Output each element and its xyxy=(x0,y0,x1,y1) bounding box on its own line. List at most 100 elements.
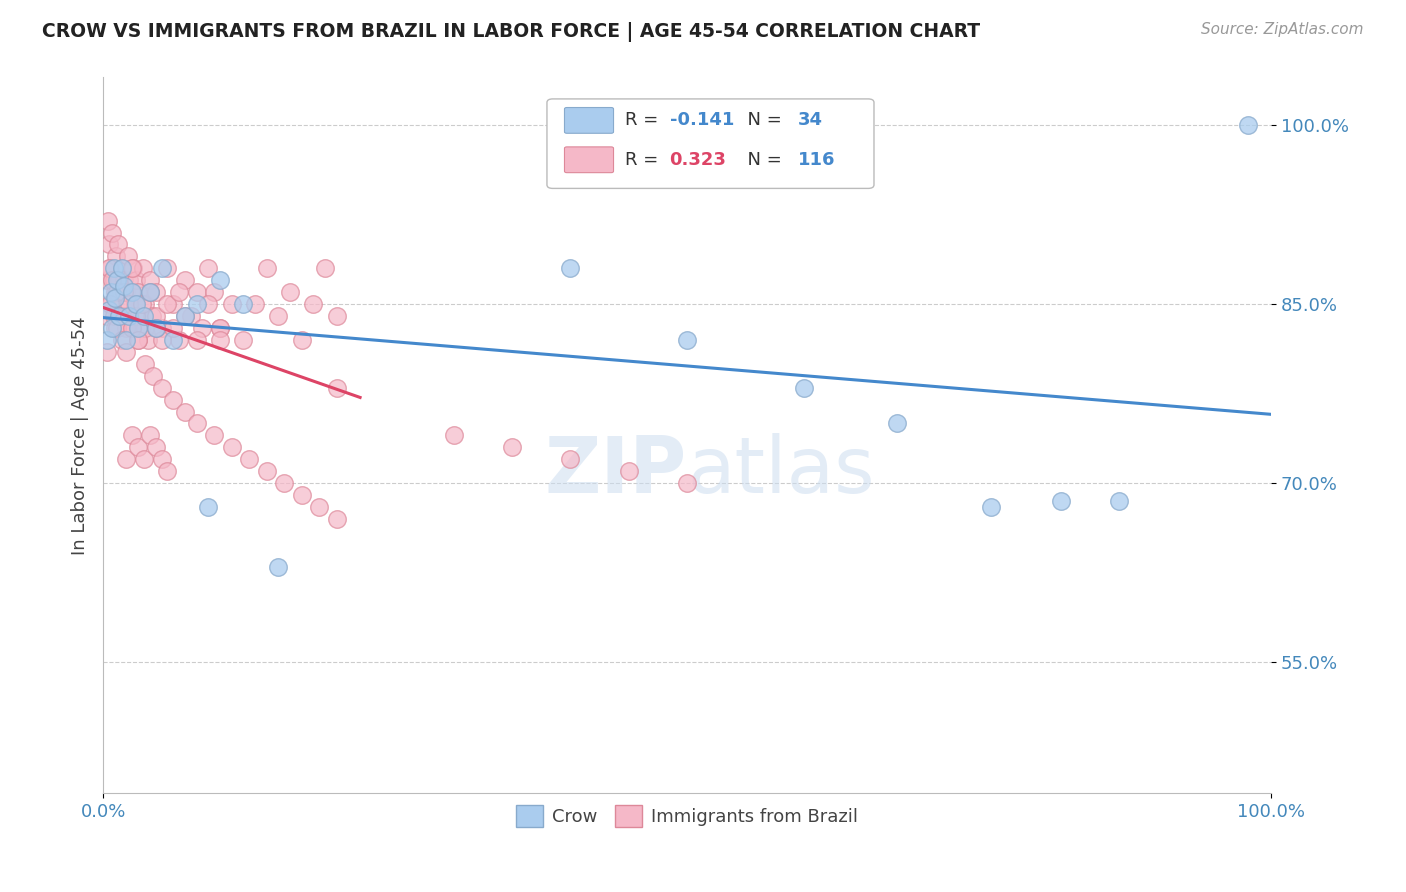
Point xyxy=(125,273,148,287)
Point xyxy=(121,428,143,442)
Point xyxy=(208,273,231,287)
Text: 116: 116 xyxy=(799,151,835,169)
Point xyxy=(173,309,195,323)
Point xyxy=(208,321,231,335)
Point xyxy=(121,321,143,335)
Point xyxy=(197,297,219,311)
Point xyxy=(232,333,254,347)
Point xyxy=(103,273,125,287)
Point xyxy=(107,237,129,252)
Point xyxy=(156,464,179,478)
Point xyxy=(127,333,149,347)
Text: CROW VS IMMIGRANTS FROM BRAZIL IN LABOR FORCE | AGE 45-54 CORRELATION CHART: CROW VS IMMIGRANTS FROM BRAZIL IN LABOR … xyxy=(42,22,980,42)
Point xyxy=(208,321,231,335)
Point xyxy=(111,333,134,347)
Point xyxy=(115,321,138,335)
Point xyxy=(108,273,131,287)
Point xyxy=(501,440,523,454)
Point xyxy=(124,297,146,311)
Point xyxy=(127,440,149,454)
Point xyxy=(115,344,138,359)
Point xyxy=(101,273,124,287)
Point xyxy=(134,297,156,311)
Point xyxy=(156,261,179,276)
Point xyxy=(443,428,465,442)
Point xyxy=(96,273,118,287)
Point xyxy=(793,381,815,395)
Text: Source: ZipAtlas.com: Source: ZipAtlas.com xyxy=(1201,22,1364,37)
Point xyxy=(115,333,138,347)
Point xyxy=(115,452,138,467)
Point xyxy=(118,309,141,323)
Point xyxy=(100,285,122,300)
Point xyxy=(98,303,121,318)
Point xyxy=(267,559,290,574)
Point xyxy=(150,261,173,276)
Point xyxy=(150,381,173,395)
Point xyxy=(197,500,219,514)
Legend: Crow, Immigrants from Brazil: Crow, Immigrants from Brazil xyxy=(509,798,866,834)
Point xyxy=(132,261,155,276)
Point xyxy=(325,381,347,395)
Point xyxy=(232,297,254,311)
Point xyxy=(97,213,120,227)
Point xyxy=(1050,494,1073,508)
Point xyxy=(127,333,149,347)
Text: atlas: atlas xyxy=(688,434,875,509)
Point xyxy=(150,321,173,335)
Point xyxy=(221,440,243,454)
Point xyxy=(221,297,243,311)
Point xyxy=(145,321,167,335)
Point xyxy=(162,392,184,407)
Point xyxy=(139,285,162,300)
Point xyxy=(125,297,148,311)
Point xyxy=(1108,494,1130,508)
Point xyxy=(886,417,908,431)
Point xyxy=(267,309,290,323)
Point xyxy=(197,261,219,276)
Point xyxy=(173,309,195,323)
Point xyxy=(141,309,163,323)
Text: N =: N = xyxy=(737,151,787,169)
Point xyxy=(104,249,127,263)
Point xyxy=(127,321,149,335)
Point xyxy=(980,500,1002,514)
Point xyxy=(118,273,141,287)
Point xyxy=(121,321,143,335)
Point xyxy=(560,452,582,467)
Point xyxy=(103,309,125,323)
Point xyxy=(120,285,142,300)
Text: -0.141: -0.141 xyxy=(669,112,734,129)
Text: R =: R = xyxy=(626,151,664,169)
Point xyxy=(118,309,141,323)
Point xyxy=(145,440,167,454)
Point xyxy=(291,333,314,347)
Point xyxy=(186,417,208,431)
Point xyxy=(162,321,184,335)
Point xyxy=(118,297,141,311)
Point xyxy=(105,321,128,335)
Point xyxy=(131,297,153,311)
Point xyxy=(139,428,162,442)
Point xyxy=(101,321,124,335)
FancyBboxPatch shape xyxy=(564,108,613,133)
Point xyxy=(142,368,165,383)
Point xyxy=(112,279,135,293)
Point xyxy=(112,273,135,287)
Point xyxy=(145,309,167,323)
Point xyxy=(112,285,135,300)
Y-axis label: In Labor Force | Age 45-54: In Labor Force | Age 45-54 xyxy=(72,316,89,555)
Point xyxy=(125,309,148,323)
Point xyxy=(139,273,162,287)
Point xyxy=(103,261,125,276)
Point xyxy=(560,261,582,276)
Point xyxy=(150,333,173,347)
Point xyxy=(98,261,121,276)
Point xyxy=(111,261,134,276)
Point xyxy=(208,333,231,347)
Point xyxy=(96,333,118,347)
Point xyxy=(291,488,314,502)
Point xyxy=(98,297,121,311)
Point xyxy=(617,464,640,478)
Point xyxy=(243,297,266,311)
